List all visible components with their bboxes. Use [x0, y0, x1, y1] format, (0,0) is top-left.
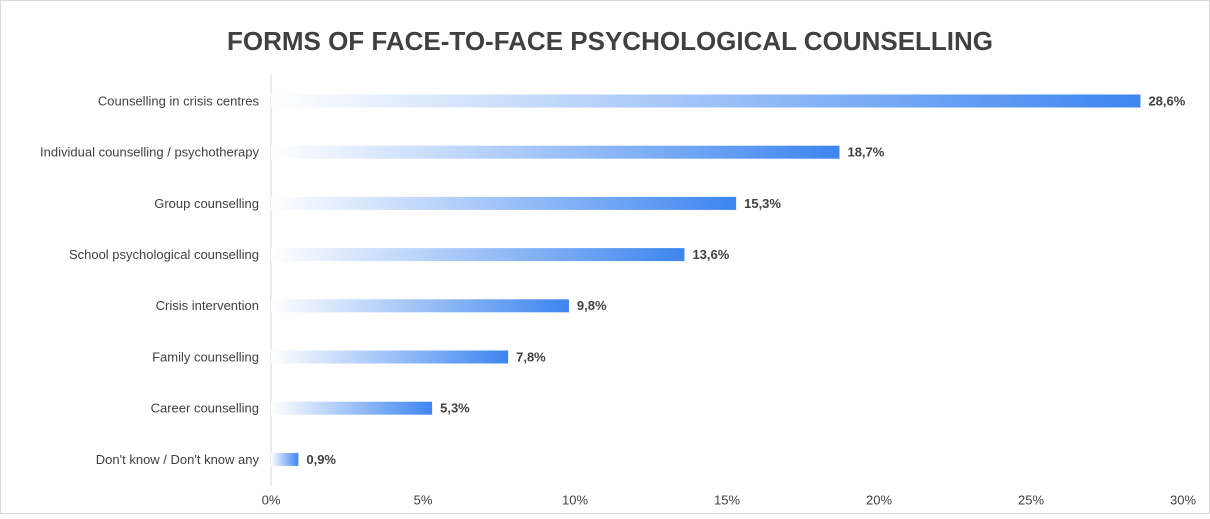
- y-tick-label: School psychological counselling: [69, 247, 259, 262]
- value-label: 5,3%: [440, 401, 470, 416]
- bar: [271, 452, 299, 466]
- bar: [271, 299, 569, 313]
- y-tick-label: Career counselling: [151, 401, 259, 416]
- bar: [271, 94, 1141, 108]
- chart-title: FORMS OF FACE-TO-FACE PSYCHOLOGICAL COUN…: [227, 26, 993, 56]
- x-tick-label: 10%: [562, 492, 588, 507]
- x-tick-label: 20%: [866, 492, 892, 507]
- bar: [271, 401, 433, 415]
- bar: [271, 196, 737, 210]
- y-tick-label: Crisis intervention: [156, 298, 259, 313]
- y-tick-label: Counselling in crisis centres: [98, 93, 260, 108]
- x-tick-label: 25%: [1018, 492, 1044, 507]
- value-label: 13,6%: [692, 247, 729, 262]
- x-tick-label: 0%: [262, 492, 281, 507]
- bar: [271, 248, 685, 262]
- x-tick-label: 30%: [1170, 492, 1196, 507]
- bar: [271, 350, 509, 364]
- x-tick-label: 5%: [414, 492, 433, 507]
- y-tick-label: Don't know / Don't know any: [96, 452, 260, 467]
- value-label: 0,9%: [306, 452, 336, 467]
- value-label: 15,3%: [744, 196, 781, 211]
- bar: [271, 145, 840, 159]
- y-tick-label: Individual counselling / psychotherapy: [40, 145, 259, 160]
- y-tick-label: Group counselling: [154, 196, 259, 211]
- y-tick-label: Family counselling: [152, 349, 259, 364]
- value-label: 18,7%: [847, 145, 884, 160]
- value-label: 28,6%: [1148, 93, 1185, 108]
- x-tick-label: 15%: [714, 492, 740, 507]
- value-label: 9,8%: [577, 298, 607, 313]
- value-label: 7,8%: [516, 349, 546, 364]
